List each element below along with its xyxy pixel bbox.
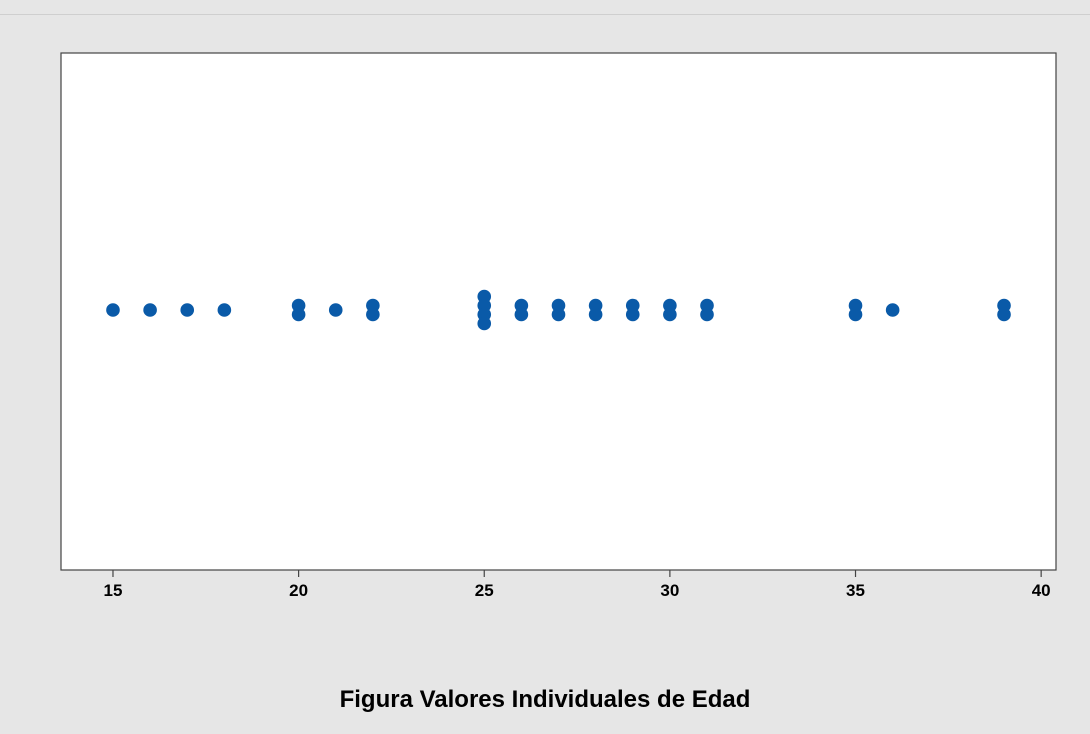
data-point (588, 307, 603, 322)
data-point (997, 307, 1011, 322)
x-tick-label: 15 (104, 581, 123, 600)
x-tick-label: 35 (846, 581, 865, 600)
x-axis: 15 20 25 30 35 40 (104, 570, 1051, 600)
data-points (106, 289, 1011, 331)
data-point (217, 303, 232, 317)
data-point (848, 307, 863, 322)
figure-caption: Figura Valores Individuales de Edad (339, 686, 751, 713)
x-tick-label: 30 (660, 581, 679, 600)
data-point (663, 307, 677, 322)
data-point (477, 316, 492, 331)
data-point (514, 307, 529, 322)
x-tick-label: 20 (289, 581, 308, 600)
x-tick-label: 40 (1032, 581, 1051, 600)
data-point (625, 307, 640, 322)
data-point (551, 307, 566, 322)
data-point (180, 303, 195, 317)
data-point (328, 303, 343, 317)
data-point (885, 303, 900, 317)
data-point (291, 307, 306, 322)
x-tick-label: 25 (475, 581, 494, 600)
data-point (700, 307, 714, 322)
top-divider (0, 14, 1090, 15)
individual-value-plot: 15 20 25 30 35 40 (60, 52, 1057, 600)
data-point (106, 303, 120, 317)
data-point (366, 307, 380, 322)
data-point (143, 303, 157, 317)
